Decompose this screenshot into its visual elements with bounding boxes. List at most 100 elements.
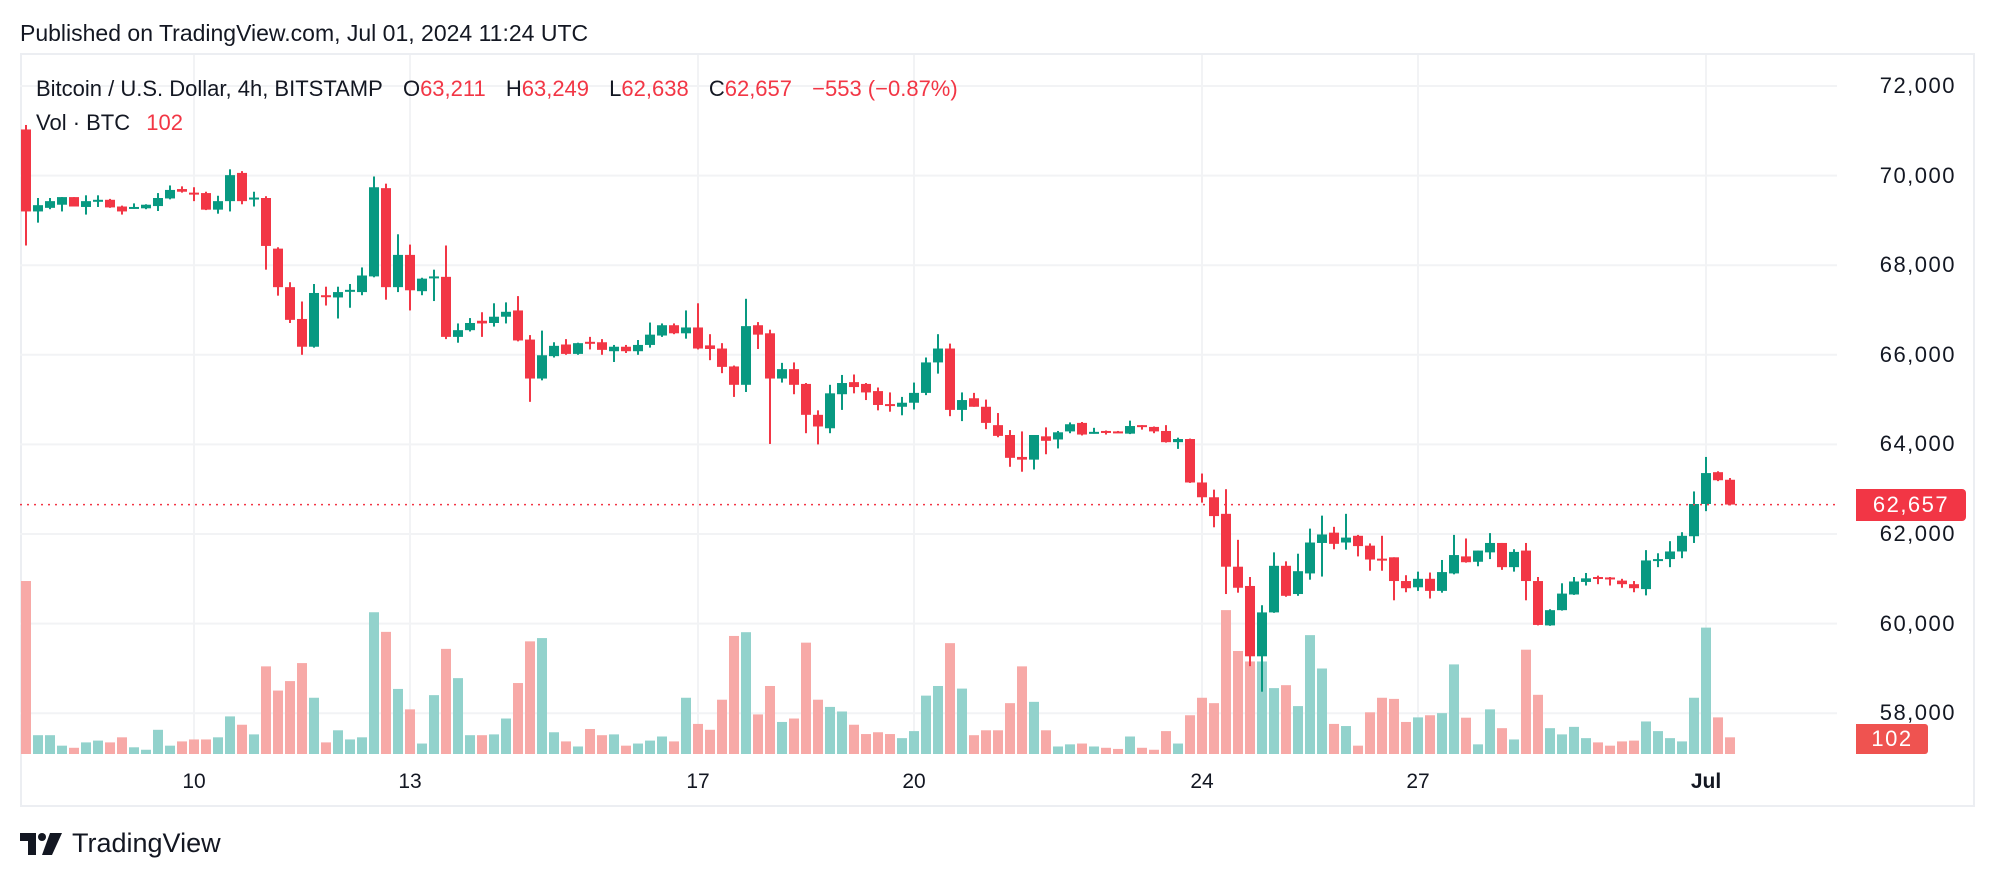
candle-down: [753, 325, 763, 335]
volume-bar: [1233, 650, 1243, 754]
volume-bar: [1065, 744, 1075, 754]
volume-bar: [477, 735, 487, 754]
volume-bar: [1365, 712, 1375, 754]
candle-up: [825, 393, 835, 429]
volume-bar: [765, 685, 775, 754]
candle-down: [1041, 436, 1051, 441]
volume-bar: [1113, 748, 1123, 754]
volume-bar: [729, 635, 739, 754]
volume-bar: [1353, 745, 1363, 754]
volume-bar: [1713, 717, 1723, 754]
candle-down: [1209, 497, 1219, 517]
volume-bar: [1005, 703, 1015, 754]
candle-up: [1449, 555, 1459, 574]
price-tick-label: 70,000: [1879, 162, 1956, 188]
volume-bar: [129, 747, 139, 754]
candle-down: [597, 342, 607, 350]
volume-bar: [261, 666, 271, 754]
volume-bar: [465, 735, 475, 754]
volume-bar: [1425, 715, 1435, 754]
volume-bar: [1089, 746, 1099, 754]
volume-bar: [813, 699, 823, 754]
candle-up: [633, 344, 643, 352]
date-tick-label: 13: [398, 770, 422, 793]
volume-bar: [1545, 728, 1555, 754]
candle-down: [1605, 577, 1615, 580]
candle-down: [1185, 439, 1195, 483]
candle-down: [717, 348, 727, 367]
volume-bar: [1341, 726, 1351, 754]
volume-bar: [321, 742, 331, 754]
symbol-legend: Bitcoin / U.S. Dollar, 4h, BITSTAMP O63,…: [36, 76, 958, 102]
candle-up: [1269, 565, 1279, 613]
volume-bar: [1509, 739, 1519, 754]
volume-bar: [573, 746, 583, 754]
candle-down: [969, 398, 979, 407]
candle-down: [1137, 425, 1147, 428]
candle-down: [513, 310, 523, 341]
candle-up: [333, 292, 343, 298]
candle-up: [1089, 431, 1099, 434]
volume-bar: [153, 729, 163, 754]
candle-down: [1353, 535, 1363, 547]
candle-up: [1437, 572, 1447, 591]
volume-bar: [105, 742, 115, 754]
candle-up: [537, 355, 547, 379]
date-tick-label: Jul: [1690, 770, 1722, 793]
candle-down: [945, 348, 955, 410]
close-value: 62,657: [724, 76, 793, 101]
tradingview-logo[interactable]: TradingView: [20, 828, 221, 859]
volume-bar: [549, 732, 559, 754]
volume-bar: [1641, 721, 1651, 754]
candle-up: [837, 383, 847, 395]
date-tick-label: 10: [182, 770, 206, 793]
candle-down: [813, 414, 823, 427]
volume-bar: [1161, 731, 1171, 754]
volume-bar: [1293, 706, 1303, 754]
volume-bar: [1569, 726, 1579, 754]
candle-up: [777, 369, 787, 379]
candle-down: [1389, 557, 1399, 582]
volume-bar: [1605, 745, 1615, 754]
candle-down: [1461, 556, 1471, 563]
candle-down: [1497, 542, 1507, 568]
volume-bar: [777, 721, 787, 754]
candle-down: [1533, 581, 1543, 625]
volume-bar: [1377, 697, 1387, 754]
candle-up: [549, 345, 559, 357]
volume-bar: [1197, 697, 1207, 754]
candle-up: [81, 201, 91, 207]
volume-bar: [981, 730, 991, 754]
volume-bar: [1017, 666, 1027, 754]
low-value: 62,638: [621, 76, 689, 101]
candle-up: [1665, 551, 1675, 560]
candle-up: [957, 400, 967, 410]
price-tick-label: 68,000: [1879, 252, 1956, 278]
volume-legend: Vol · BTC 102: [36, 110, 183, 136]
volume-value: 102: [146, 110, 183, 135]
candle-down: [1101, 430, 1111, 433]
volume-bar: [1209, 703, 1219, 754]
candle-up: [345, 289, 355, 292]
candle-down: [885, 404, 895, 407]
volume-bar: [81, 742, 91, 754]
volume-bar: [45, 735, 55, 754]
candle-down: [201, 193, 211, 210]
candle-down: [261, 198, 271, 246]
price-tick-label: 60,000: [1879, 610, 1956, 636]
volume-bar: [237, 724, 247, 754]
candle-down: [441, 276, 451, 337]
candle-down: [321, 295, 331, 298]
candle-up: [129, 206, 139, 209]
volume-bar: [117, 737, 127, 754]
candle-down: [861, 383, 871, 393]
volume-bar: [897, 738, 907, 754]
volume-bar: [945, 643, 955, 754]
volume-bar: [201, 739, 211, 754]
volume-bar: [1257, 661, 1267, 754]
volume-bar: [645, 740, 655, 754]
candle-down: [765, 333, 775, 379]
last-price-tag: 62,657: [1856, 488, 1966, 521]
volume-bar: [1725, 737, 1735, 754]
